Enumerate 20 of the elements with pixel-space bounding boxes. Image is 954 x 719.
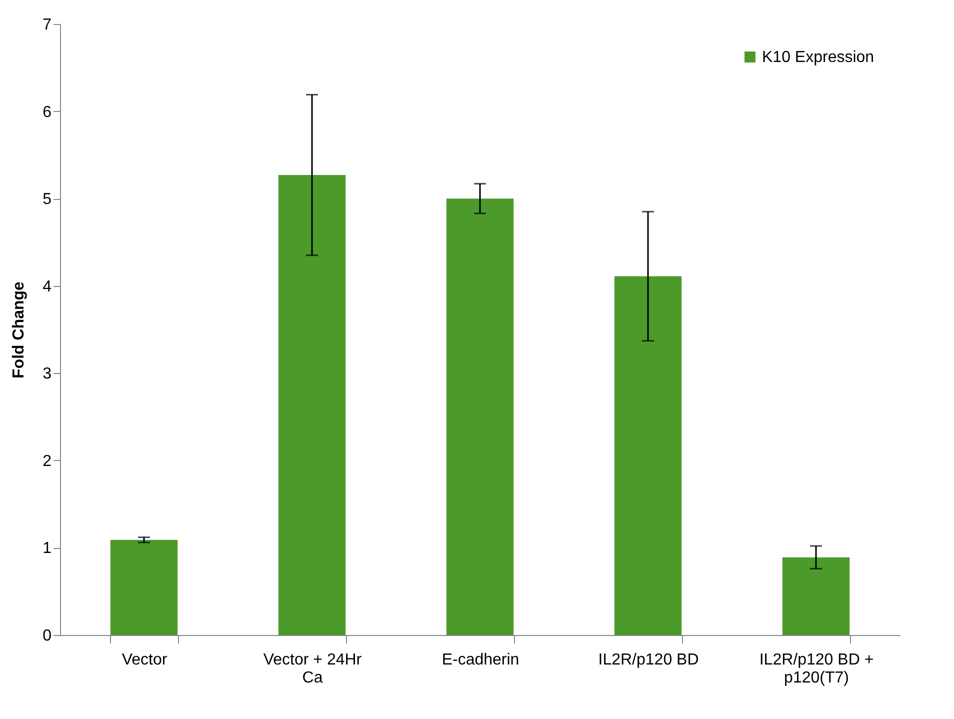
x-tick-label: IL2R/p120 BD [598,652,699,668]
bar [782,557,850,635]
y-tick-label: 3 [42,366,52,383]
x-tick-label: IL2R/p120 BD + p120(T7) [759,652,874,686]
y-tick-label: 2 [42,452,52,470]
x-tick-label: Vector + 24Hr Ca [263,652,362,686]
x-tick-label: Vector [122,652,168,668]
y-tick-label: 1 [42,540,52,558]
y-axis-title: Fold Change [10,281,28,378]
bar [446,198,514,635]
y-tick-label: 4 [42,278,52,296]
bar [614,276,682,635]
bar [278,175,346,635]
bar [110,540,178,635]
y-tick-label: 5 [42,191,52,208]
legend-label: K10 Expression [762,49,874,66]
x-tick-label: E-cadherin [442,652,520,668]
y-tick-label: 7 [42,16,52,34]
y-tick-label: 6 [42,104,52,121]
y-tick-label: 0 [42,628,52,644]
